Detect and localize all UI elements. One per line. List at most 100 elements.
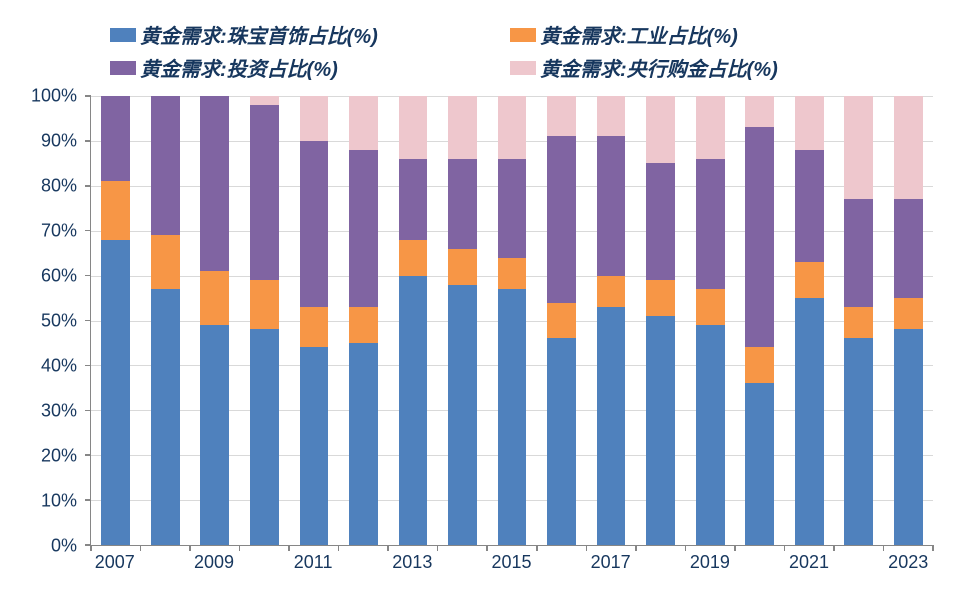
bar-segment-jewelry — [349, 343, 378, 545]
bar-segment-jewelry — [646, 316, 675, 545]
bar-segment-jewelry — [250, 329, 279, 545]
bar-segment-investment — [894, 199, 923, 298]
y-tick-label: 10% — [17, 491, 77, 512]
bar-segment-investment — [300, 141, 329, 307]
y-tick-mark — [85, 365, 91, 367]
bar — [844, 96, 873, 545]
y-tick-label: 70% — [17, 221, 77, 242]
chart-container: 黄金需求:珠宝首饰占比(%) 黄金需求:工业占比(%) 黄金需求:投资占比(%)… — [0, 0, 963, 612]
plot-area — [90, 96, 933, 546]
bar — [547, 96, 576, 545]
legend-swatch-investment — [110, 61, 136, 75]
bar-slot — [537, 96, 587, 545]
bar — [101, 96, 130, 545]
bar-segment-central — [696, 96, 725, 159]
x-tick-label: 2023 — [888, 552, 928, 573]
bar-slot — [190, 96, 240, 545]
y-tick-label: 40% — [17, 356, 77, 377]
y-tick-mark — [85, 320, 91, 322]
x-tick-label: 2019 — [690, 552, 730, 573]
bar-segment-investment — [547, 136, 576, 302]
bar-segment-industrial — [399, 240, 428, 276]
bar-segment-jewelry — [696, 325, 725, 545]
bar-segment-investment — [696, 159, 725, 289]
bar-segment-investment — [646, 163, 675, 280]
legend-item: 黄金需求:央行购金占比(%) — [510, 53, 910, 82]
bar — [646, 96, 675, 545]
bar-slot — [438, 96, 488, 545]
bar-segment-investment — [597, 136, 626, 275]
bar-segment-jewelry — [597, 307, 626, 545]
bar-slot — [884, 96, 934, 545]
bar-slot — [636, 96, 686, 545]
legend-label: 黄金需求:投资占比(%) — [140, 53, 338, 82]
bar-segment-industrial — [300, 307, 329, 347]
bar-slot — [91, 96, 141, 545]
legend-item: 黄金需求:珠宝首饰占比(%) — [110, 20, 510, 49]
y-tick-mark — [85, 454, 91, 456]
bar-segment-industrial — [200, 271, 229, 325]
bar-segment-industrial — [349, 307, 378, 343]
y-tick-label: 100% — [17, 86, 77, 107]
bar-slot — [834, 96, 884, 545]
y-tick-mark — [85, 185, 91, 187]
y-tick-label: 80% — [17, 176, 77, 197]
x-tick-label: 2013 — [392, 552, 432, 573]
bar-segment-investment — [200, 96, 229, 271]
bar — [498, 96, 527, 545]
bar-segment-jewelry — [300, 347, 329, 545]
legend-label: 黄金需求:工业占比(%) — [540, 20, 738, 49]
x-axis: 200720092011201320152017201920212023 — [90, 546, 933, 576]
bar-slot — [339, 96, 389, 545]
bar-segment-industrial — [844, 307, 873, 338]
bar-segment-jewelry — [448, 285, 477, 545]
bar-segment-jewelry — [547, 338, 576, 545]
bar-segment-industrial — [250, 280, 279, 329]
legend-label: 黄金需求:珠宝首饰占比(%) — [140, 20, 378, 49]
bar-slot — [141, 96, 191, 545]
bar-segment-central — [547, 96, 576, 136]
bar-segment-industrial — [151, 235, 180, 289]
bar-segment-investment — [844, 199, 873, 307]
bar-segment-industrial — [448, 249, 477, 285]
bar-segment-central — [795, 96, 824, 150]
y-tick-label: 0% — [17, 536, 77, 557]
bar-segment-central — [448, 96, 477, 159]
bar-segment-industrial — [646, 280, 675, 316]
y-tick-mark — [85, 499, 91, 501]
bar-segment-jewelry — [498, 289, 527, 545]
bar-segment-investment — [795, 150, 824, 262]
bar — [795, 96, 824, 545]
bar-segment-central — [300, 96, 329, 141]
bar-segment-industrial — [547, 303, 576, 339]
bar — [597, 96, 626, 545]
bar-segment-central — [597, 96, 626, 136]
bar-segment-investment — [745, 127, 774, 347]
y-tick-mark — [85, 410, 91, 412]
bar-slot — [289, 96, 339, 545]
y-axis: 0%10%20%30%40%50%60%70%80%90%100% — [20, 96, 85, 546]
bar — [745, 96, 774, 545]
bar-slot — [240, 96, 290, 545]
bar-segment-industrial — [597, 276, 626, 307]
bar-segment-central — [745, 96, 774, 127]
bar-segment-investment — [448, 159, 477, 249]
bar — [200, 96, 229, 545]
legend-swatch-industrial — [510, 28, 536, 42]
bar-slot — [784, 96, 834, 545]
bar-slot — [685, 96, 735, 545]
y-tick-mark — [85, 140, 91, 142]
y-tick-label: 50% — [17, 311, 77, 332]
bar-segment-jewelry — [894, 329, 923, 545]
bar — [448, 96, 477, 545]
bar-segment-investment — [399, 159, 428, 240]
bar-segment-investment — [498, 159, 527, 258]
bar-segment-jewelry — [795, 298, 824, 545]
legend-item: 黄金需求:投资占比(%) — [110, 53, 510, 82]
bar-segment-central — [498, 96, 527, 159]
bar-segment-industrial — [498, 258, 527, 289]
y-tick-mark — [85, 275, 91, 277]
legend-item: 黄金需求:工业占比(%) — [510, 20, 910, 49]
bar — [696, 96, 725, 545]
bar-segment-jewelry — [151, 289, 180, 545]
